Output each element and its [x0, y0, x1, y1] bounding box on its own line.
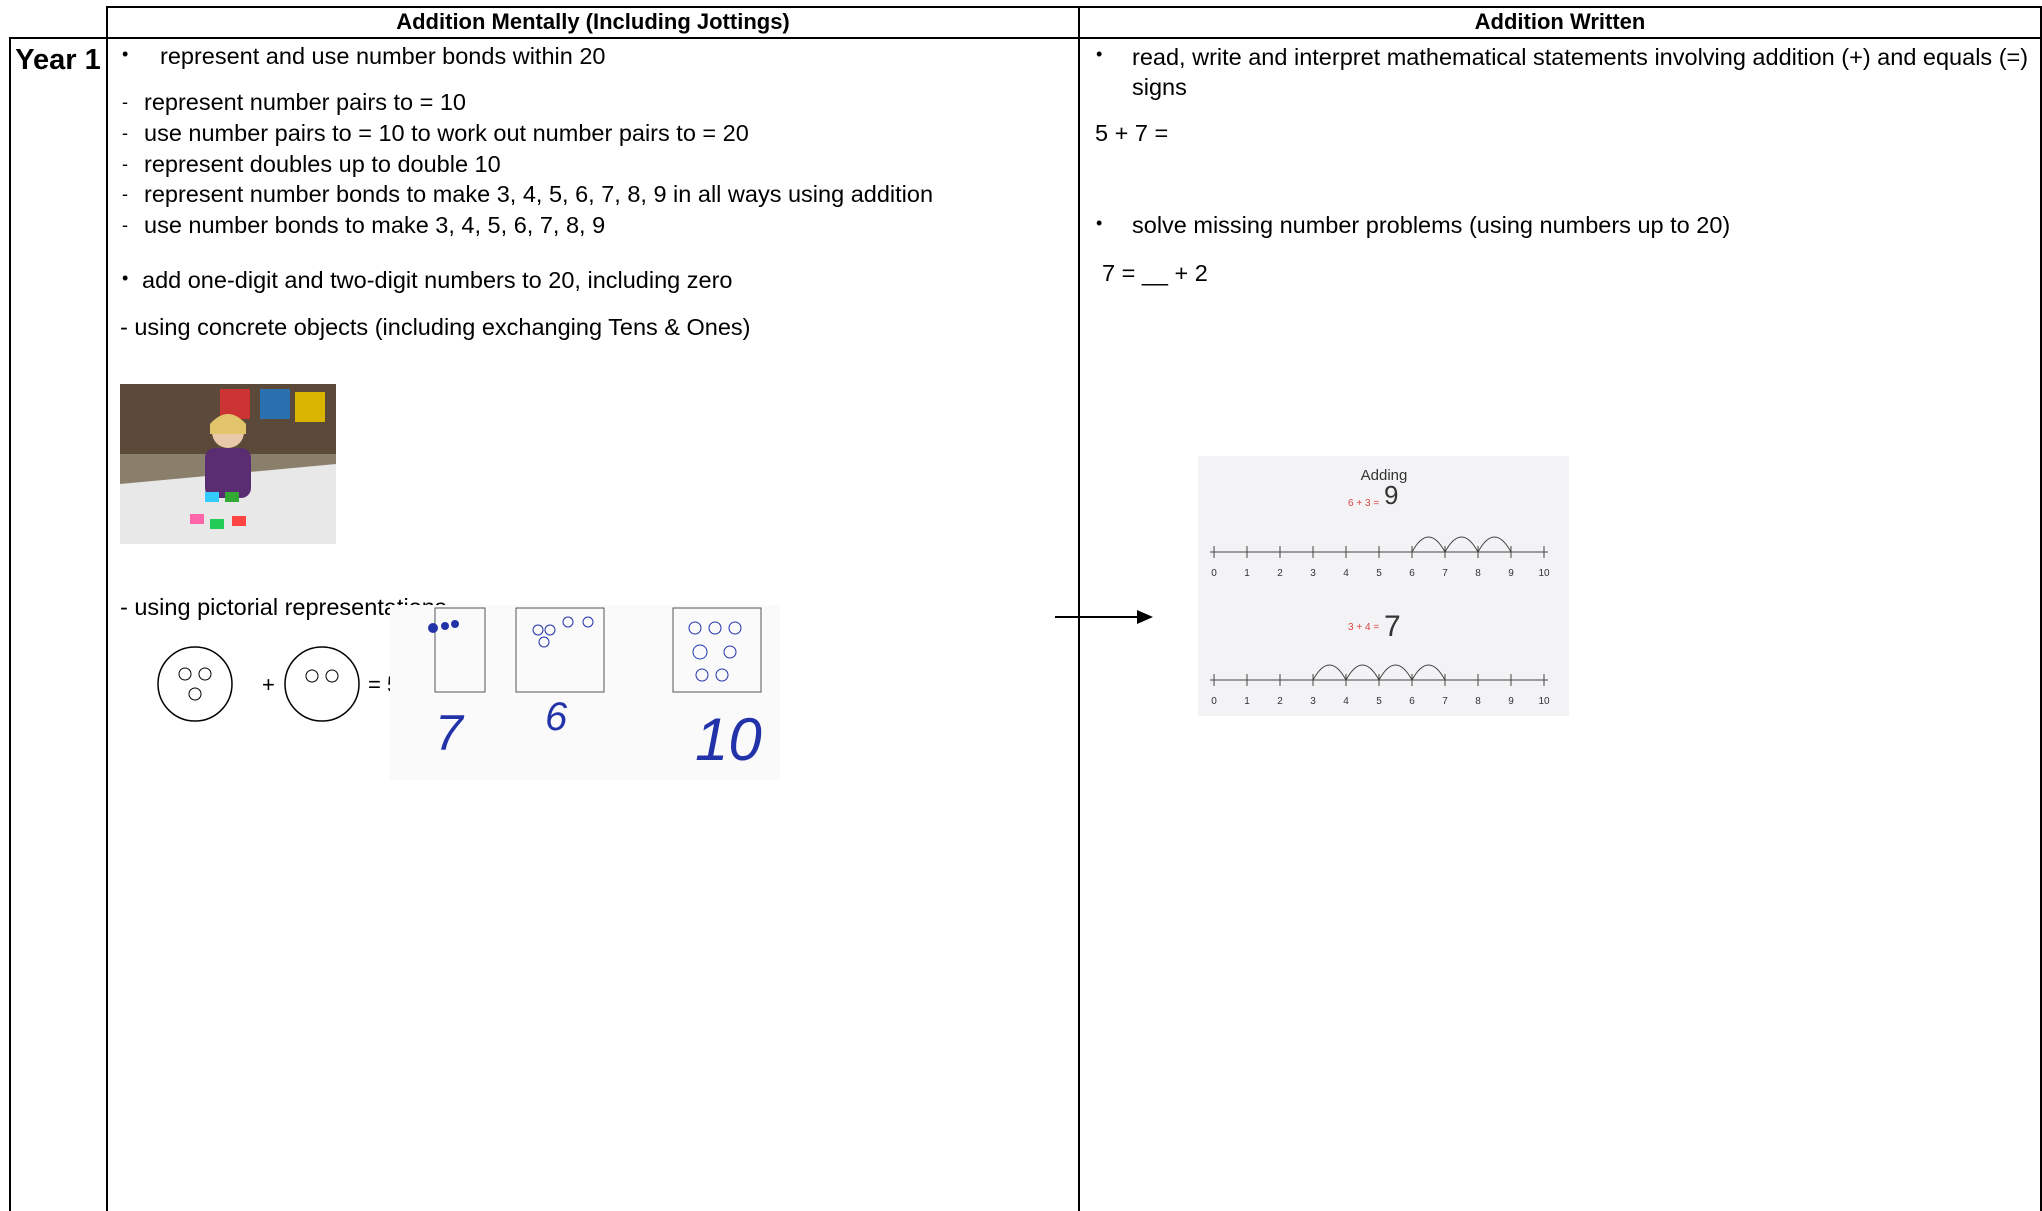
sub-item: - represent number bonds to make 3, 4, 5,…	[122, 181, 934, 207]
bullet-text: represent and use number bonds within 20	[160, 43, 606, 69]
image-sum: 6 + 3 =	[1348, 498, 1379, 509]
bullet: •	[122, 44, 129, 64]
photo	[120, 384, 336, 544]
example: 5 + 7 =	[1095, 120, 1169, 146]
number-line-label: 7	[1442, 568, 1448, 579]
number-line-label: 1	[1244, 696, 1250, 707]
bullet-text: add one-digit and two-digit numbers to 2…	[142, 267, 733, 293]
number-line-label: 9	[1508, 568, 1514, 579]
jump	[1312, 664, 1347, 681]
arrow	[1055, 610, 1153, 624]
border	[2040, 6, 2042, 1211]
jump	[1345, 664, 1380, 681]
number-line-label: 4	[1343, 568, 1349, 579]
number-line-label: 10	[1538, 696, 1550, 707]
number-line-label: 4	[1343, 696, 1349, 707]
jump	[1378, 664, 1413, 681]
sub-item: - represent number pairs to = 10	[122, 89, 467, 115]
bullet-text: read, write and interpret mathematical s…	[1132, 44, 2029, 100]
number-line-label: 5	[1376, 696, 1382, 707]
border	[9, 37, 11, 1211]
jump	[1444, 536, 1479, 553]
number-line-label: 7	[1442, 696, 1448, 707]
sub-item: - represent doubles up to double 10	[122, 151, 501, 177]
number-line-label: 9	[1508, 696, 1514, 707]
example: 7 = __ + 2	[1102, 260, 1208, 286]
image-answer: 9	[1384, 480, 1398, 510]
sub-item-text: use number pairs to = 10 to work out num…	[144, 120, 749, 146]
bullet: •	[122, 268, 129, 288]
number-line-label: 0	[1211, 696, 1217, 707]
handwritten: 7	[435, 705, 465, 761]
image-sum: 3 + 4 =	[1348, 622, 1379, 633]
column-header: Addition Written	[1474, 9, 1646, 34]
number-line-label: 2	[1277, 568, 1283, 579]
sub-item: - use number pairs to = 10 to work out nu…	[122, 120, 749, 146]
number-line-label: 5	[1376, 568, 1382, 579]
image-title: Adding	[1361, 467, 1408, 484]
number-line-label: 0	[1211, 568, 1217, 579]
text: - using concrete objects (including exch…	[120, 314, 751, 340]
number-line-label: 10	[1538, 568, 1550, 579]
bullet: •	[1096, 213, 1103, 233]
sub-item-text: represent doubles up to double 10	[144, 151, 501, 177]
border	[107, 6, 2042, 8]
number-line-label: 6	[1409, 696, 1415, 707]
handwritten: 6	[545, 695, 568, 739]
number-line-label: 3	[1310, 568, 1316, 579]
number-line-label: 8	[1475, 568, 1481, 579]
border	[106, 6, 108, 1211]
jump	[1477, 536, 1512, 553]
sub-item-text: represent number pairs to = 10	[144, 89, 467, 115]
border	[1078, 6, 1080, 1211]
number-line-label: 2	[1277, 696, 1283, 707]
jump	[1411, 536, 1446, 553]
number-line-label: 1	[1244, 568, 1250, 579]
jump	[1411, 664, 1446, 681]
image-answer: 7	[1384, 610, 1401, 643]
sub-item-text: use number bonds to make 3, 4, 5, 6, 7, …	[144, 212, 606, 238]
drawing-text: +	[262, 672, 275, 697]
border	[9, 37, 2042, 39]
sub-item-text: represent number bonds to make 3, 4, 5, …	[144, 181, 934, 207]
handwritten: 10	[695, 706, 762, 773]
bullet: •	[1096, 44, 1103, 64]
sub-item: - use number bonds to make 3, 4, 5, 6, 7,…	[122, 212, 606, 238]
bullet-text: solve missing number problems (using num…	[1132, 212, 1731, 238]
number-line-label: 6	[1409, 568, 1415, 579]
number-line-image: Adding 6 + 3 = 9 3 + 4 = 7 0 1 2 3 4 5 6 7 8 9 10 0…	[1198, 456, 1569, 716]
number-line-label: 3	[1310, 696, 1316, 707]
column-header: Addition Mentally (Including Jottings)	[396, 9, 790, 34]
row-label: Year 1	[15, 44, 101, 76]
number-line-label: 8	[1475, 696, 1481, 707]
pictorial-drawing: + = 5 7 6 10	[157, 605, 780, 780]
